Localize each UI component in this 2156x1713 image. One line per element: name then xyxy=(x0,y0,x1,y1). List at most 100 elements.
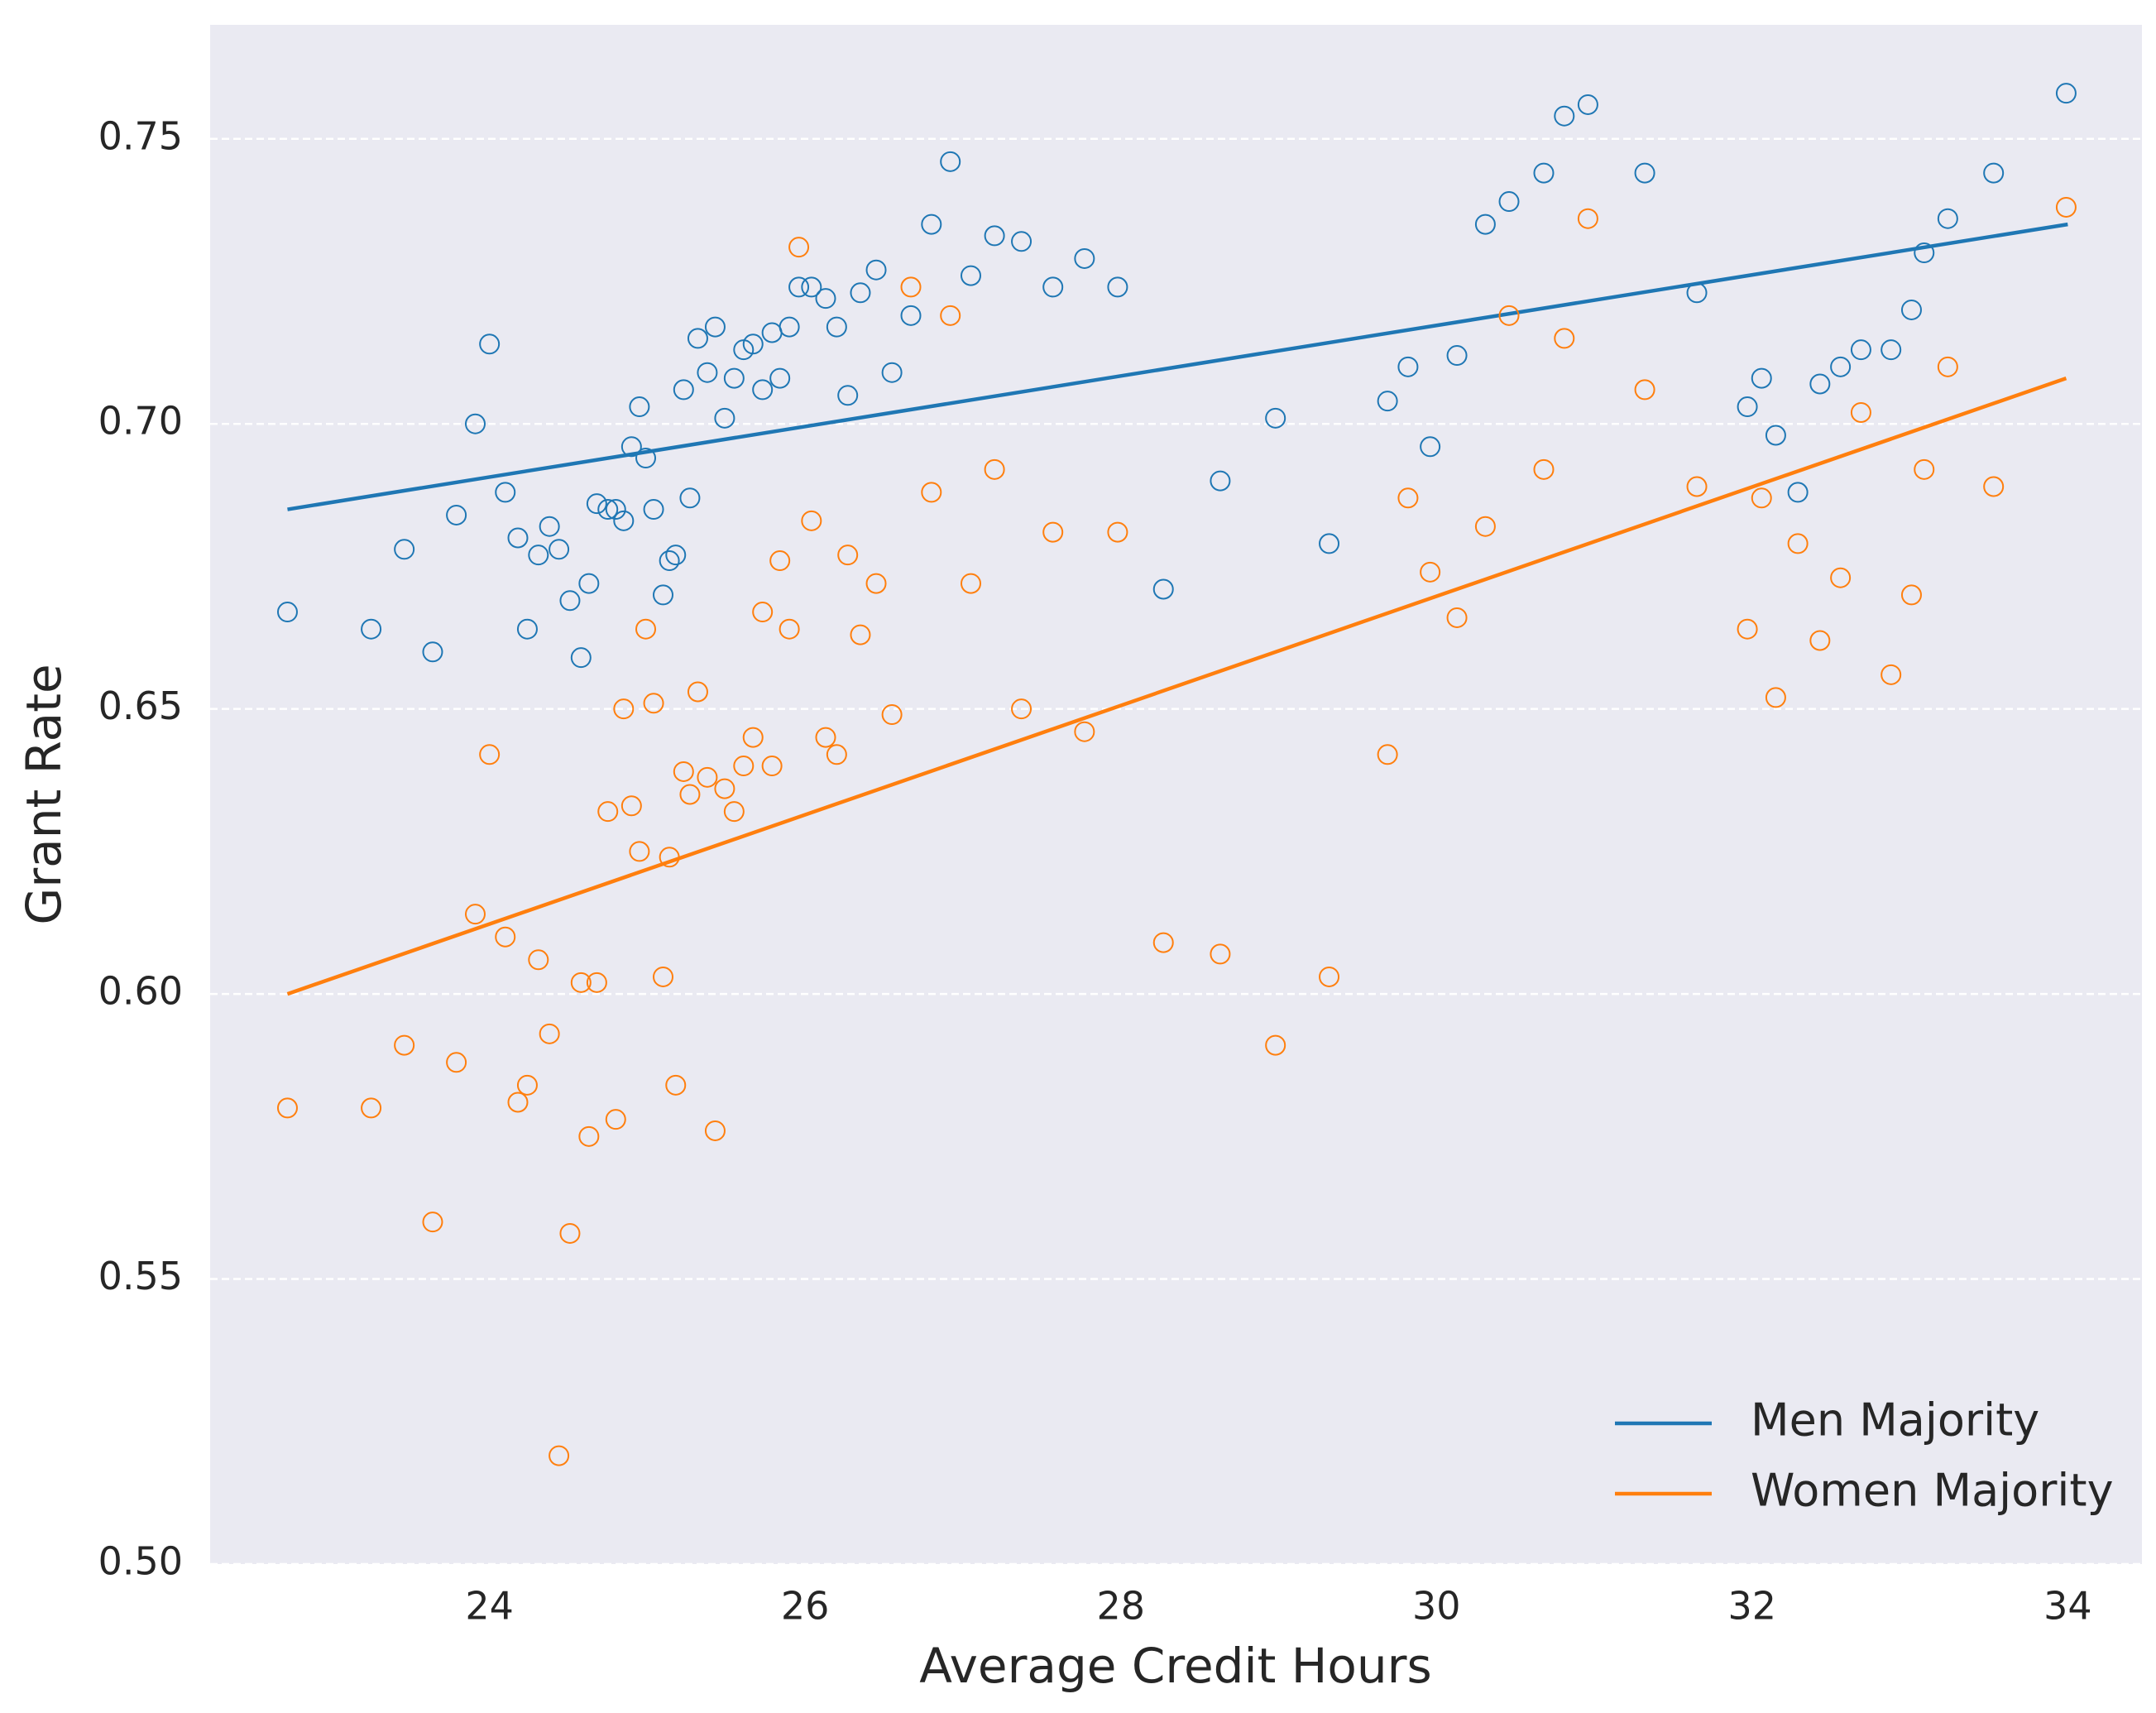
data-point xyxy=(687,328,708,349)
data-point xyxy=(665,1074,687,1096)
data-point xyxy=(613,698,635,720)
data-point xyxy=(714,778,735,799)
data-point xyxy=(1686,476,1708,497)
data-point xyxy=(1751,367,1772,389)
data-point xyxy=(742,333,764,355)
data-point xyxy=(464,904,486,925)
data-point xyxy=(1533,162,1555,184)
trend-line xyxy=(287,222,2068,511)
data-point xyxy=(865,573,887,594)
data-point xyxy=(394,539,415,560)
data-point xyxy=(446,504,467,525)
data-point xyxy=(276,1097,298,1119)
data-point xyxy=(673,761,694,782)
x-axis-label: Average Credit Hours xyxy=(919,1638,1431,1694)
data-point xyxy=(1498,305,1520,326)
data-point xyxy=(1042,276,1064,298)
data-point xyxy=(1377,391,1398,412)
x-tick-label: 26 xyxy=(781,1584,830,1629)
data-point xyxy=(704,316,726,338)
data-point xyxy=(801,510,822,531)
y-tick-label: 0.65 xyxy=(98,684,183,728)
data-point xyxy=(1210,943,1231,965)
data-point xyxy=(801,276,822,298)
data-point xyxy=(1446,607,1468,628)
data-point xyxy=(815,288,836,309)
data-point xyxy=(1850,401,1871,423)
data-point xyxy=(704,1120,726,1141)
data-point xyxy=(1011,231,1032,252)
x-tick-label: 30 xyxy=(1412,1584,1461,1629)
data-point xyxy=(687,681,708,703)
x-tick-label: 28 xyxy=(1096,1584,1145,1629)
data-point xyxy=(2055,196,2077,218)
data-point xyxy=(1830,356,1852,377)
data-point xyxy=(570,972,592,993)
data-point xyxy=(1765,425,1786,446)
data-point xyxy=(528,949,549,971)
data-point xyxy=(1751,487,1772,509)
data-point xyxy=(1765,687,1786,708)
data-point xyxy=(1577,94,1598,115)
data-point xyxy=(578,573,600,594)
data-point xyxy=(1937,356,1958,377)
data-point xyxy=(1900,299,1922,320)
data-point xyxy=(697,766,718,788)
data-point xyxy=(605,1109,626,1130)
data-point xyxy=(850,624,871,645)
y-tick-label: 0.50 xyxy=(98,1539,183,1584)
data-point xyxy=(1474,516,1496,537)
data-point xyxy=(1554,105,1575,127)
data-point xyxy=(1152,932,1174,953)
x-tick-label: 24 xyxy=(465,1584,514,1629)
data-point xyxy=(2055,83,2077,104)
data-point xyxy=(1881,664,1902,685)
data-point xyxy=(826,316,847,338)
data-point xyxy=(1474,214,1496,235)
data-point xyxy=(653,966,674,987)
data-point xyxy=(752,379,774,401)
data-point xyxy=(723,801,745,823)
data-point xyxy=(961,573,982,594)
data-point xyxy=(1265,407,1286,429)
data-point xyxy=(769,550,791,572)
y-tick-label: 0.75 xyxy=(98,113,183,158)
data-point xyxy=(528,545,549,566)
data-point xyxy=(549,1445,570,1466)
data-point xyxy=(1107,276,1128,298)
data-point xyxy=(559,590,581,612)
data-point xyxy=(629,841,650,862)
data-point xyxy=(361,618,382,640)
data-point xyxy=(815,727,836,748)
data-point xyxy=(1210,470,1231,492)
data-point xyxy=(1042,521,1064,543)
data-point xyxy=(742,727,764,748)
data-point xyxy=(837,545,859,566)
data-point xyxy=(620,436,642,458)
data-point xyxy=(629,396,650,418)
data-point xyxy=(940,305,961,326)
data-point xyxy=(679,487,701,509)
data-point xyxy=(1914,458,1935,480)
data-point xyxy=(1074,247,1095,269)
data-point xyxy=(826,744,847,765)
data-point xyxy=(1634,162,1655,184)
x-tick-label: 34 xyxy=(2043,1584,2092,1629)
data-point xyxy=(605,499,626,521)
data-point xyxy=(1737,396,1758,418)
data-point xyxy=(752,602,774,623)
data-point xyxy=(723,367,745,389)
data-point xyxy=(507,527,529,549)
data-point xyxy=(635,448,657,469)
data-point xyxy=(1830,567,1852,588)
trend-line xyxy=(286,376,2067,996)
data-point xyxy=(1074,721,1095,742)
data-point xyxy=(697,362,718,383)
data-point xyxy=(779,618,800,640)
data-point xyxy=(1983,476,2005,497)
data-point xyxy=(597,499,619,521)
data-point xyxy=(479,333,501,355)
data-point xyxy=(586,972,607,993)
data-point xyxy=(653,584,674,606)
